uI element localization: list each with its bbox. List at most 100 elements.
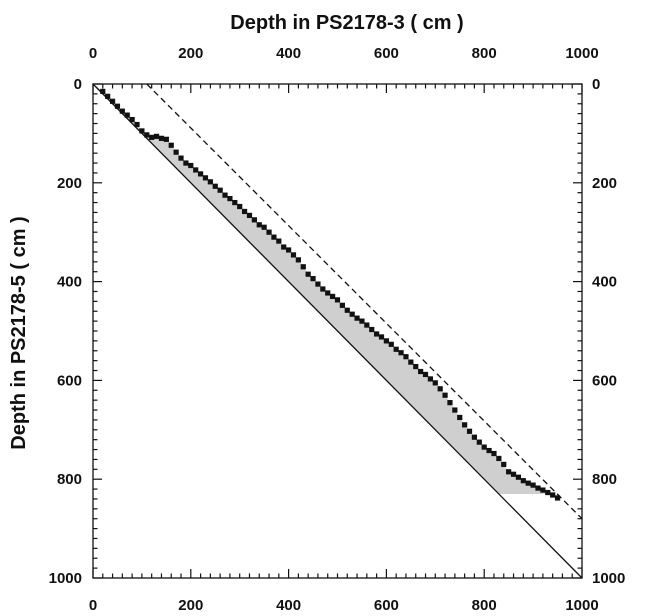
data-point <box>300 264 306 270</box>
data-point <box>334 297 341 303</box>
data-point <box>109 98 116 104</box>
y-tick-label-right: 400 <box>592 274 617 291</box>
data-point <box>237 203 243 210</box>
data-point <box>525 480 531 486</box>
y-tick-label-left: 0 <box>74 76 82 93</box>
y-tick-label-right: 800 <box>592 471 617 488</box>
y-tick-label-left: 1000 <box>49 570 82 587</box>
data-point <box>359 318 365 324</box>
data-point <box>383 338 389 344</box>
y-axis-title: Depth in PS2178-5 ( cm ) <box>8 216 30 449</box>
data-point <box>398 350 404 356</box>
data-point <box>227 196 233 202</box>
data-point <box>261 224 267 230</box>
data-point <box>427 376 434 382</box>
data-point <box>501 461 507 467</box>
x-tick-label-top: 1000 <box>565 45 598 62</box>
x-tick-label-bottom: 800 <box>472 597 497 614</box>
data-point <box>129 116 135 123</box>
data-point <box>100 88 106 95</box>
data-point <box>256 222 262 228</box>
reference-lines <box>92 83 583 579</box>
data-point <box>413 363 419 370</box>
data-point <box>290 252 297 258</box>
data-point <box>457 414 463 421</box>
data-point <box>320 286 326 292</box>
x-tick-label-top: 400 <box>276 45 301 62</box>
one-to-one-line <box>92 83 583 579</box>
data-point <box>515 474 522 480</box>
data-point <box>506 469 512 475</box>
y-tick-label-right: 0 <box>592 76 600 93</box>
data-point <box>281 244 287 250</box>
data-point <box>246 212 253 219</box>
data-point <box>486 447 492 454</box>
y-tick-label-right: 600 <box>592 372 617 389</box>
data-point <box>315 281 321 287</box>
data-point <box>241 208 248 215</box>
data-point <box>550 492 556 498</box>
data-point <box>330 293 336 300</box>
data-point <box>188 162 194 169</box>
y-tick-label-left: 600 <box>57 372 82 389</box>
y-tick-label-left: 400 <box>57 274 82 291</box>
x-tick-label-top: 0 <box>89 45 97 62</box>
data-point <box>535 485 541 491</box>
data-point <box>462 422 468 428</box>
y-tick-label-left: 800 <box>57 471 82 488</box>
data-point <box>369 326 375 333</box>
data-point <box>447 400 453 406</box>
y-tick-label-left: 200 <box>57 175 82 192</box>
x-tick-label-top: 800 <box>472 45 497 62</box>
data-point <box>222 192 228 198</box>
data-point <box>520 478 526 484</box>
data-point <box>403 354 409 360</box>
data-point <box>266 229 272 235</box>
data-point <box>344 307 350 313</box>
data-point <box>271 234 277 240</box>
data-point <box>437 386 443 392</box>
difference-shaded-area <box>93 84 558 495</box>
data-point <box>305 271 311 277</box>
data-point <box>178 155 184 161</box>
data-point <box>496 455 502 462</box>
data-point <box>134 121 140 128</box>
data-point <box>114 103 121 109</box>
data-point <box>374 331 380 337</box>
data-point <box>491 450 497 457</box>
data-point <box>325 290 331 296</box>
data-point <box>168 142 174 148</box>
data-point <box>149 134 155 140</box>
data-point <box>418 368 424 375</box>
data-point <box>540 487 546 493</box>
data-point <box>197 171 204 177</box>
data-point <box>295 257 301 263</box>
data-point <box>452 407 458 413</box>
data-point <box>471 434 478 440</box>
shaded-region <box>93 84 558 495</box>
data-point <box>232 199 238 206</box>
data-points <box>100 88 561 501</box>
data-point <box>354 315 360 321</box>
data-point <box>466 428 473 434</box>
axis-ticks <box>92 83 583 579</box>
data-point <box>193 167 199 173</box>
data-point <box>554 495 561 501</box>
data-point <box>124 112 130 118</box>
x-tick-label-top: 600 <box>374 45 399 62</box>
data-point <box>119 108 125 114</box>
data-point <box>393 346 399 352</box>
dashed-offset-line <box>146 83 583 520</box>
data-point <box>530 482 536 488</box>
x-tick-label-bottom: 200 <box>178 597 203 614</box>
data-point <box>364 322 370 328</box>
data-point <box>481 444 487 450</box>
data-point <box>217 187 223 193</box>
data-point <box>153 133 160 139</box>
x-axis-title: Depth in PS2178-3 ( cm ) <box>230 12 463 34</box>
data-point <box>476 439 482 445</box>
y-tick-label-right: 1000 <box>592 570 625 587</box>
data-point <box>173 149 179 155</box>
